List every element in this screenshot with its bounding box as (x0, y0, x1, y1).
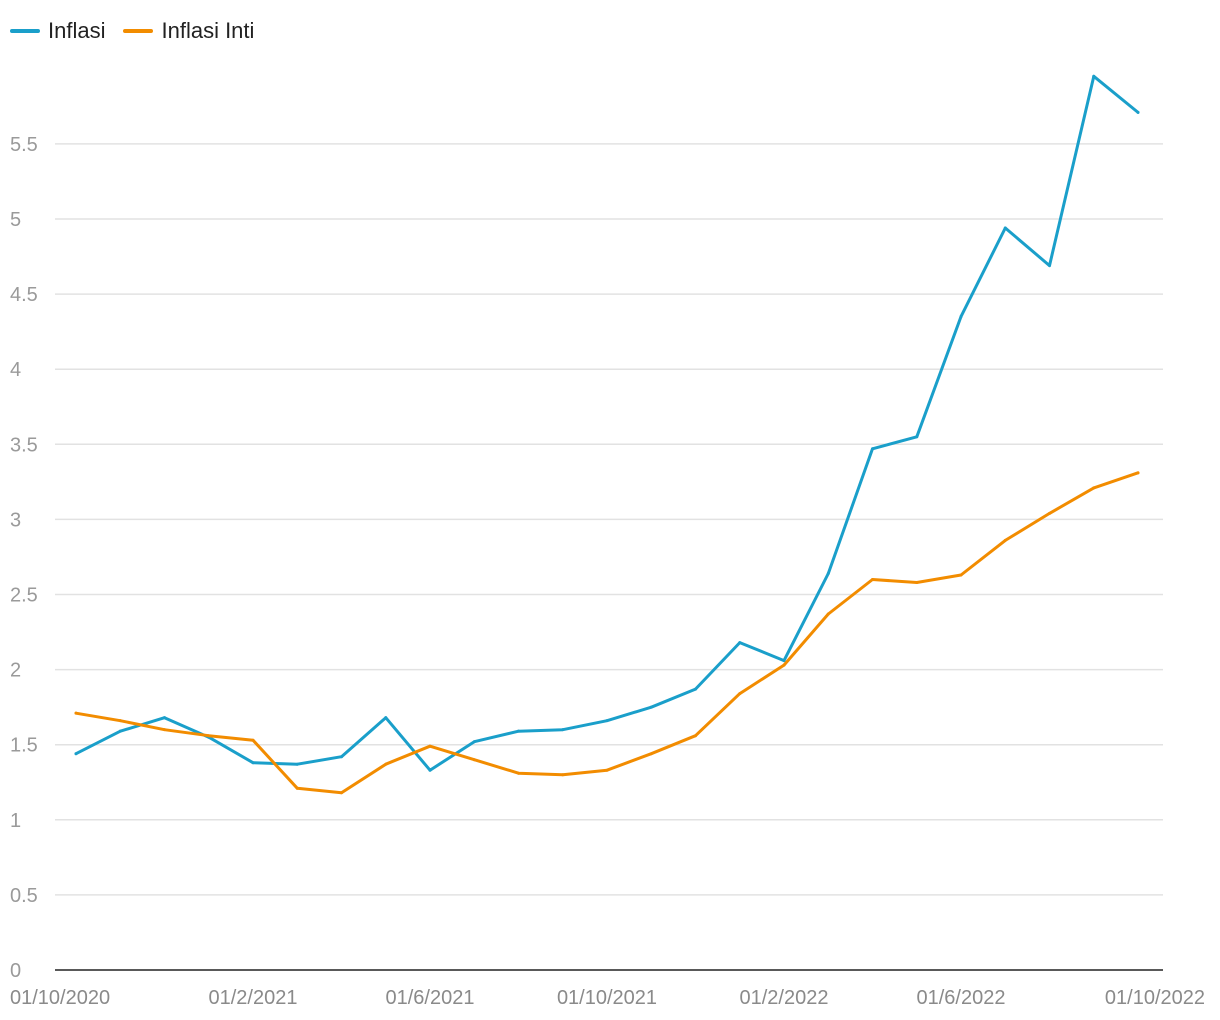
y-tick-label: 5.5 (10, 134, 38, 156)
data-point[interactable] (384, 762, 388, 766)
series-lines (74, 74, 1140, 795)
data-point[interactable] (1136, 471, 1140, 475)
data-point[interactable] (295, 762, 299, 766)
data-point[interactable] (561, 773, 565, 777)
data-point[interactable] (517, 771, 520, 775)
x-tick-label: 01/10/2021 (557, 987, 657, 1009)
legend-swatch-inflasi (10, 29, 40, 33)
y-tick-label: 2.5 (10, 585, 38, 607)
legend: Inflasi Inflasi Inti (10, 18, 254, 44)
data-point[interactable] (782, 663, 786, 667)
data-point[interactable] (871, 577, 874, 581)
legend-item-inflasi[interactable]: Inflasi (10, 18, 105, 44)
data-point[interactable] (163, 716, 166, 720)
data-point[interactable] (649, 752, 653, 756)
data-point[interactable] (694, 734, 697, 738)
x-axis-ticks: 01/10/2020 01/2/2021 01/6/2021 01/10/2021 01… (10, 987, 1205, 1009)
y-axis-ticks: 0 0.5 1 1.5 2 2.5 3 3.5 4 4.5 5 5.5 (10, 134, 38, 982)
data-point[interactable] (738, 692, 742, 696)
data-point[interactable] (959, 573, 963, 577)
y-tick-label: 2 (10, 660, 21, 682)
data-point[interactable] (959, 315, 963, 319)
x-tick-label: 01/10/2022 (1105, 987, 1205, 1009)
data-point[interactable] (384, 716, 388, 720)
data-point[interactable] (517, 729, 520, 733)
data-point[interactable] (1092, 74, 1096, 78)
data-point[interactable] (826, 571, 830, 575)
data-point[interactable] (1048, 511, 1051, 515)
data-point[interactable] (295, 786, 299, 790)
x-tick-label: 01/2/2022 (740, 987, 829, 1009)
legend-item-inflasi-inti[interactable]: Inflasi Inti (123, 18, 254, 44)
y-tick-label: 5 (10, 209, 21, 231)
y-tick-label: 1 (10, 810, 21, 832)
data-point[interactable] (1048, 264, 1051, 268)
x-tick-label: 01/6/2022 (917, 987, 1006, 1009)
grid-lines (55, 143, 1163, 896)
data-point[interactable] (694, 687, 697, 691)
x-tick-label: 01/10/2020 (10, 987, 110, 1009)
data-point[interactable] (118, 729, 122, 733)
data-point[interactable] (1003, 226, 1007, 230)
data-point[interactable] (340, 755, 343, 759)
y-tick-label: 3.5 (10, 434, 38, 456)
data-point[interactable] (738, 641, 742, 645)
data-point[interactable] (74, 752, 78, 756)
y-tick-label: 0 (10, 960, 21, 982)
data-point[interactable] (1136, 110, 1140, 114)
x-tick-label: 01/2/2021 (209, 987, 298, 1009)
data-point[interactable] (1003, 538, 1007, 542)
data-point[interactable] (826, 612, 830, 616)
data-point[interactable] (472, 758, 476, 762)
data-point[interactable] (1092, 486, 1096, 490)
y-tick-label: 1.5 (10, 735, 38, 757)
data-point[interactable] (251, 738, 255, 742)
data-point[interactable] (118, 719, 122, 723)
y-tick-label: 4 (10, 359, 21, 381)
x-tick-label: 01/6/2021 (386, 987, 475, 1009)
legend-label-inflasi: Inflasi (48, 18, 106, 43)
data-point[interactable] (782, 659, 786, 663)
y-tick-label: 4.5 (10, 284, 38, 306)
data-point[interactable] (251, 761, 255, 765)
data-point[interactable] (649, 705, 653, 709)
legend-label-inflasi-inti: Inflasi Inti (161, 18, 255, 43)
data-point[interactable] (915, 435, 919, 439)
data-point[interactable] (207, 734, 211, 738)
y-tick-label: 0.5 (10, 885, 38, 907)
data-point[interactable] (163, 728, 166, 732)
data-point[interactable] (605, 719, 609, 723)
y-tick-label: 3 (10, 509, 21, 531)
data-point[interactable] (428, 744, 432, 748)
data-point[interactable] (428, 768, 432, 772)
data-point[interactable] (561, 728, 565, 732)
legend-swatch-inflasi-inti (123, 29, 154, 33)
data-point[interactable] (871, 447, 874, 451)
data-point[interactable] (472, 740, 476, 744)
data-point[interactable] (74, 711, 78, 715)
series-line-inflasi[interactable] (74, 74, 1140, 772)
data-point[interactable] (915, 580, 919, 584)
data-point[interactable] (605, 768, 609, 772)
data-point[interactable] (340, 791, 343, 795)
